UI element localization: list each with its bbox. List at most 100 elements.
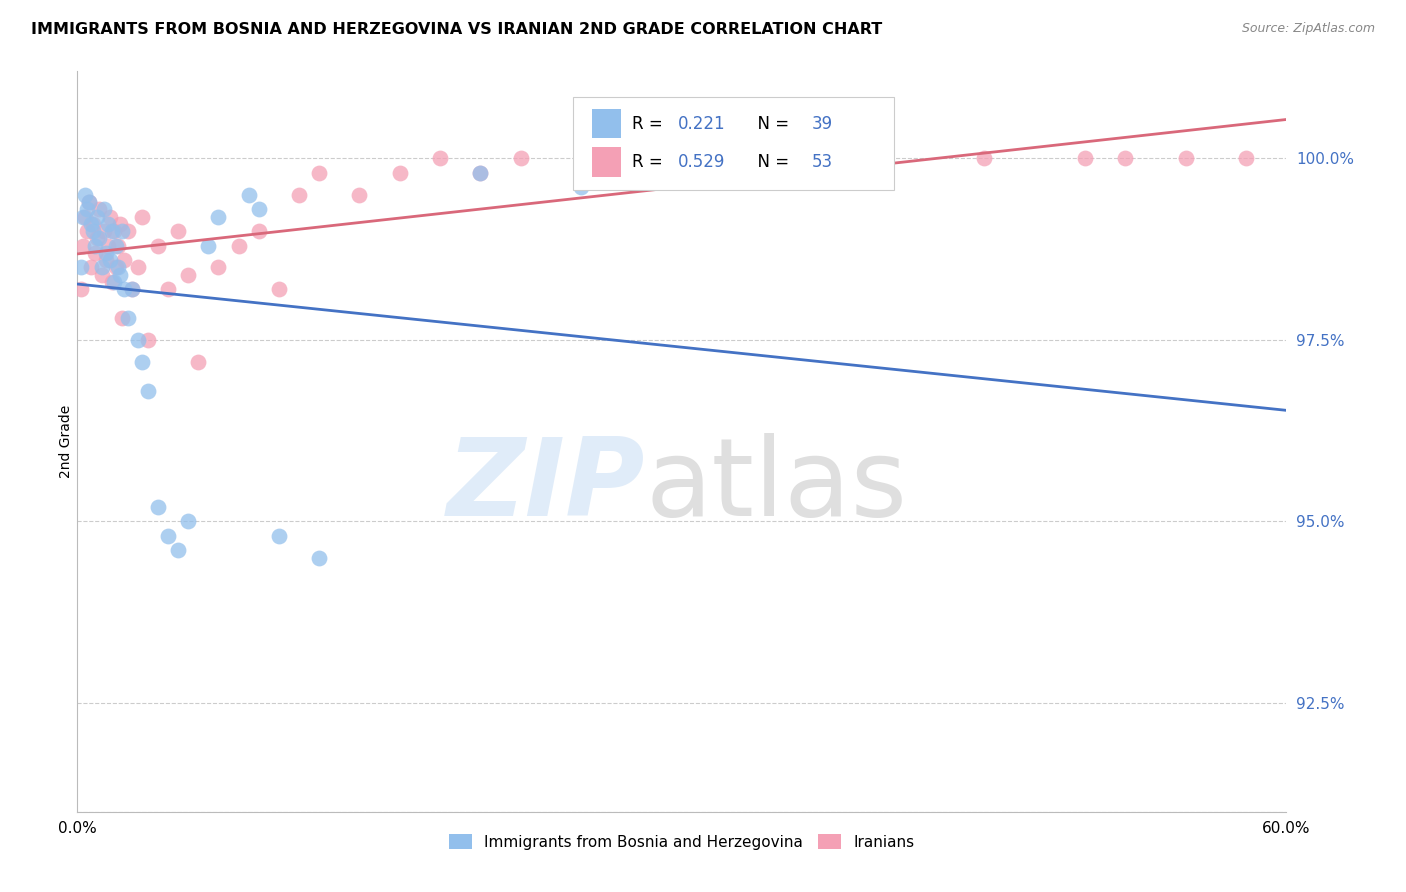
Point [84, 238, 107, 252]
Text: R =: R = [633, 114, 668, 133]
Point [100, 224, 122, 238]
Point [112, 282, 135, 296]
Point [86, 210, 108, 224]
Point [349, 187, 371, 202]
Point [94, 245, 117, 260]
Point [84, 245, 107, 260]
Point [82, 224, 104, 238]
Point [127, 333, 149, 347]
Text: 39: 39 [811, 114, 832, 133]
Point [121, 282, 143, 296]
Text: 53: 53 [811, 153, 832, 171]
Point [238, 187, 260, 202]
Point [247, 202, 270, 217]
Text: atlas: atlas [645, 433, 908, 539]
Point [89, 231, 111, 245]
Point [103, 224, 125, 238]
Point [89, 202, 111, 217]
Point [82, 217, 104, 231]
Point [569, 152, 592, 166]
Point [98, 253, 121, 268]
Point [267, 529, 290, 543]
Point [1174, 152, 1197, 166]
Legend: Immigrants from Bosnia and Herzegovina, Iranians: Immigrants from Bosnia and Herzegovina, … [443, 828, 921, 856]
Y-axis label: 2nd Grade: 2nd Grade [59, 405, 73, 478]
Text: ZIP: ZIP [447, 433, 645, 539]
Point [104, 238, 127, 252]
Point [94, 253, 117, 268]
Point [288, 187, 311, 202]
Point [772, 152, 794, 166]
Point [177, 515, 200, 529]
Point [90, 260, 112, 275]
Text: Source: ZipAtlas.com: Source: ZipAtlas.com [1241, 22, 1375, 36]
Point [197, 238, 219, 252]
FancyBboxPatch shape [592, 109, 621, 138]
Point [1074, 152, 1097, 166]
Point [90, 268, 112, 282]
Point [267, 282, 290, 296]
Point [70, 282, 93, 296]
Text: IMMIGRANTS FROM BOSNIA AND HERZEGOVINA VS IRANIAN 2ND GRADE CORRELATION CHART: IMMIGRANTS FROM BOSNIA AND HERZEGOVINA V… [31, 22, 882, 37]
Point [79, 194, 101, 209]
Point [72, 210, 94, 224]
Point [136, 333, 159, 347]
Point [1114, 152, 1136, 166]
Point [98, 210, 121, 224]
Point [108, 268, 131, 282]
Point [127, 260, 149, 275]
Text: 0.221: 0.221 [678, 114, 725, 133]
Point [96, 238, 118, 252]
Point [711, 152, 734, 166]
Point [131, 354, 153, 368]
Point [117, 311, 139, 326]
Point [86, 231, 108, 245]
Point [509, 152, 531, 166]
Point [104, 260, 127, 275]
Point [429, 152, 451, 166]
Point [228, 238, 250, 252]
Point [76, 202, 98, 217]
Point [308, 550, 330, 565]
Point [207, 210, 229, 224]
Point [470, 166, 492, 180]
Point [76, 224, 98, 238]
Point [79, 194, 101, 209]
Text: N =: N = [747, 153, 794, 171]
Point [872, 152, 894, 166]
Point [569, 180, 592, 194]
Point [136, 384, 159, 398]
Point [107, 238, 129, 252]
Point [93, 202, 115, 217]
FancyBboxPatch shape [574, 97, 894, 190]
Point [157, 282, 180, 296]
Text: R =: R = [633, 153, 668, 171]
Point [146, 238, 169, 252]
Point [75, 210, 97, 224]
Point [388, 166, 411, 180]
Point [207, 260, 229, 275]
Point [1234, 152, 1257, 166]
Point [70, 260, 93, 275]
Point [247, 224, 270, 238]
Point [121, 282, 143, 296]
Point [157, 529, 180, 543]
Point [75, 187, 97, 202]
Point [80, 217, 103, 231]
Point [96, 217, 118, 231]
Point [131, 210, 153, 224]
Point [80, 260, 103, 275]
Point [167, 224, 190, 238]
Point [187, 354, 209, 368]
Point [108, 217, 131, 231]
Point [117, 224, 139, 238]
FancyBboxPatch shape [592, 147, 621, 177]
Point [100, 275, 122, 289]
Point [103, 275, 125, 289]
Text: N =: N = [747, 114, 794, 133]
Point [111, 311, 134, 326]
Point [107, 260, 129, 275]
Point [112, 253, 135, 268]
Point [630, 166, 652, 180]
Point [111, 224, 134, 238]
